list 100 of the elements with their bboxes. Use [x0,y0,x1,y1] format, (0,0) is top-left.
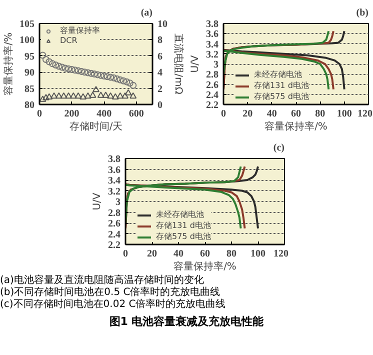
point [52,61,60,68]
caption: 图1 电池容量衰减及充放电性能 [108,314,265,330]
point [62,64,69,72]
y-axis-title: U/V [190,55,201,73]
y-tick-label: 95 [24,51,34,62]
legend-label: 存储575 d电池 [156,231,211,242]
y2-tick-label: 0 [158,100,162,111]
text: (c)不同存储时间电池在0.02 C倍率时的充放电曲线 [0,299,227,311]
x-tick-label: 100 [336,108,352,120]
point [58,64,66,71]
point [92,86,100,92]
point [107,92,114,99]
y-tick-label: 3 [116,197,120,208]
point [72,66,79,74]
point [65,92,72,99]
text: (b)不同存储时间电池在0.5 C倍率时的充放电曲线 [0,287,222,298]
legend-label: 存储131 d电池 [254,80,309,91]
point [116,76,124,84]
point [46,93,53,100]
y-tick-label: 80 [24,100,34,111]
x-tick-label: 120 [358,108,372,120]
x-tick-label: 200 [64,108,80,120]
legend-label: 未经存储电池 [156,209,204,220]
y2-tick-label: 2 [158,84,162,95]
y-tick-label: 100 [20,35,34,46]
point [84,92,92,99]
chart-title: (b) [356,8,369,18]
y-tick-label: 3 [214,60,218,70]
point [78,68,85,75]
point [113,75,120,82]
y-tick-label: 3.8 [108,154,120,165]
point [130,82,137,89]
point [97,92,104,98]
x-tick-label: 60 [291,108,301,120]
point [55,62,62,70]
y-tick-label: 3.4 [206,39,218,50]
point [122,92,129,99]
y-tick-label: 2.8 [108,208,120,219]
point [60,92,68,99]
x-tick-label: 120 [274,248,288,260]
chart-title: (c) [273,142,285,154]
chart-title: (a) [140,8,153,18]
point [88,70,95,77]
point [80,93,87,100]
y-tick-label: 2.2 [108,240,120,251]
y-tick-label: 2.6 [206,80,218,91]
point [40,96,46,102]
y-tick-label: 2.4 [108,229,120,240]
y-tick-label: 105 [20,19,34,30]
y2-tick-label: 4 [158,68,162,79]
point [81,68,88,76]
y-tick-label: 2.6 [108,218,120,230]
y-tick-label: 3.6 [108,164,120,176]
point [68,66,76,73]
point [126,80,134,87]
y-axis-title: U/V [92,192,103,210]
x-tick-label: 100 [250,248,266,260]
legend-label: 未经存储电池 [254,69,302,80]
x-tick-label: 60 [200,248,210,260]
point [116,92,124,99]
y-tick-label: 3.6 [206,29,218,40]
point [100,72,108,80]
x-axis-title: 容量保持率/% [264,120,328,132]
point [42,56,50,63]
point [112,93,119,100]
legend-label: 容量保持率 [60,25,100,36]
y2-tick-label: 6 [158,51,162,62]
x-tick-label: 0 [37,108,42,120]
legend-label: 存储131 d电池 [156,220,211,231]
x-axis-title: 容量保持率/% [174,260,236,272]
y2-axis-title: 直流电阻/mΩ [172,34,184,95]
x-tick-label: 80 [226,248,236,260]
x-tick-label: 20 [242,108,253,120]
point [50,92,58,99]
text: (a)电池容量及直流电阻随高温存储时间的变化 [0,275,205,286]
y-tick-label: 3.4 [108,176,120,186]
x-tick-label: 40 [266,108,277,120]
point [94,71,102,78]
point [102,92,110,98]
y-tick-label: 3.2 [108,186,120,198]
point [48,60,56,68]
legend-label: 存储575 d电池 [254,91,309,102]
y-tick-label: 2.4 [206,90,218,101]
y-tick-label: 3.8 [206,19,218,30]
y-tick-label: 2.2 [206,100,218,111]
legend-label: DCR [60,36,78,45]
point [46,58,53,66]
y-tick-label: 90 [24,68,34,79]
x-tick-label: 80 [315,108,326,120]
point [97,72,104,79]
point [70,92,77,99]
point [123,78,130,86]
y2-tick-label: 10 [158,19,168,30]
point [130,92,137,99]
point [90,70,98,78]
point [74,92,82,99]
x-tick-label: 400 [96,108,112,120]
x-axis-title: 存储时间/天 [69,120,123,132]
y-tick-label: 2.8 [206,70,218,81]
point [74,67,82,74]
